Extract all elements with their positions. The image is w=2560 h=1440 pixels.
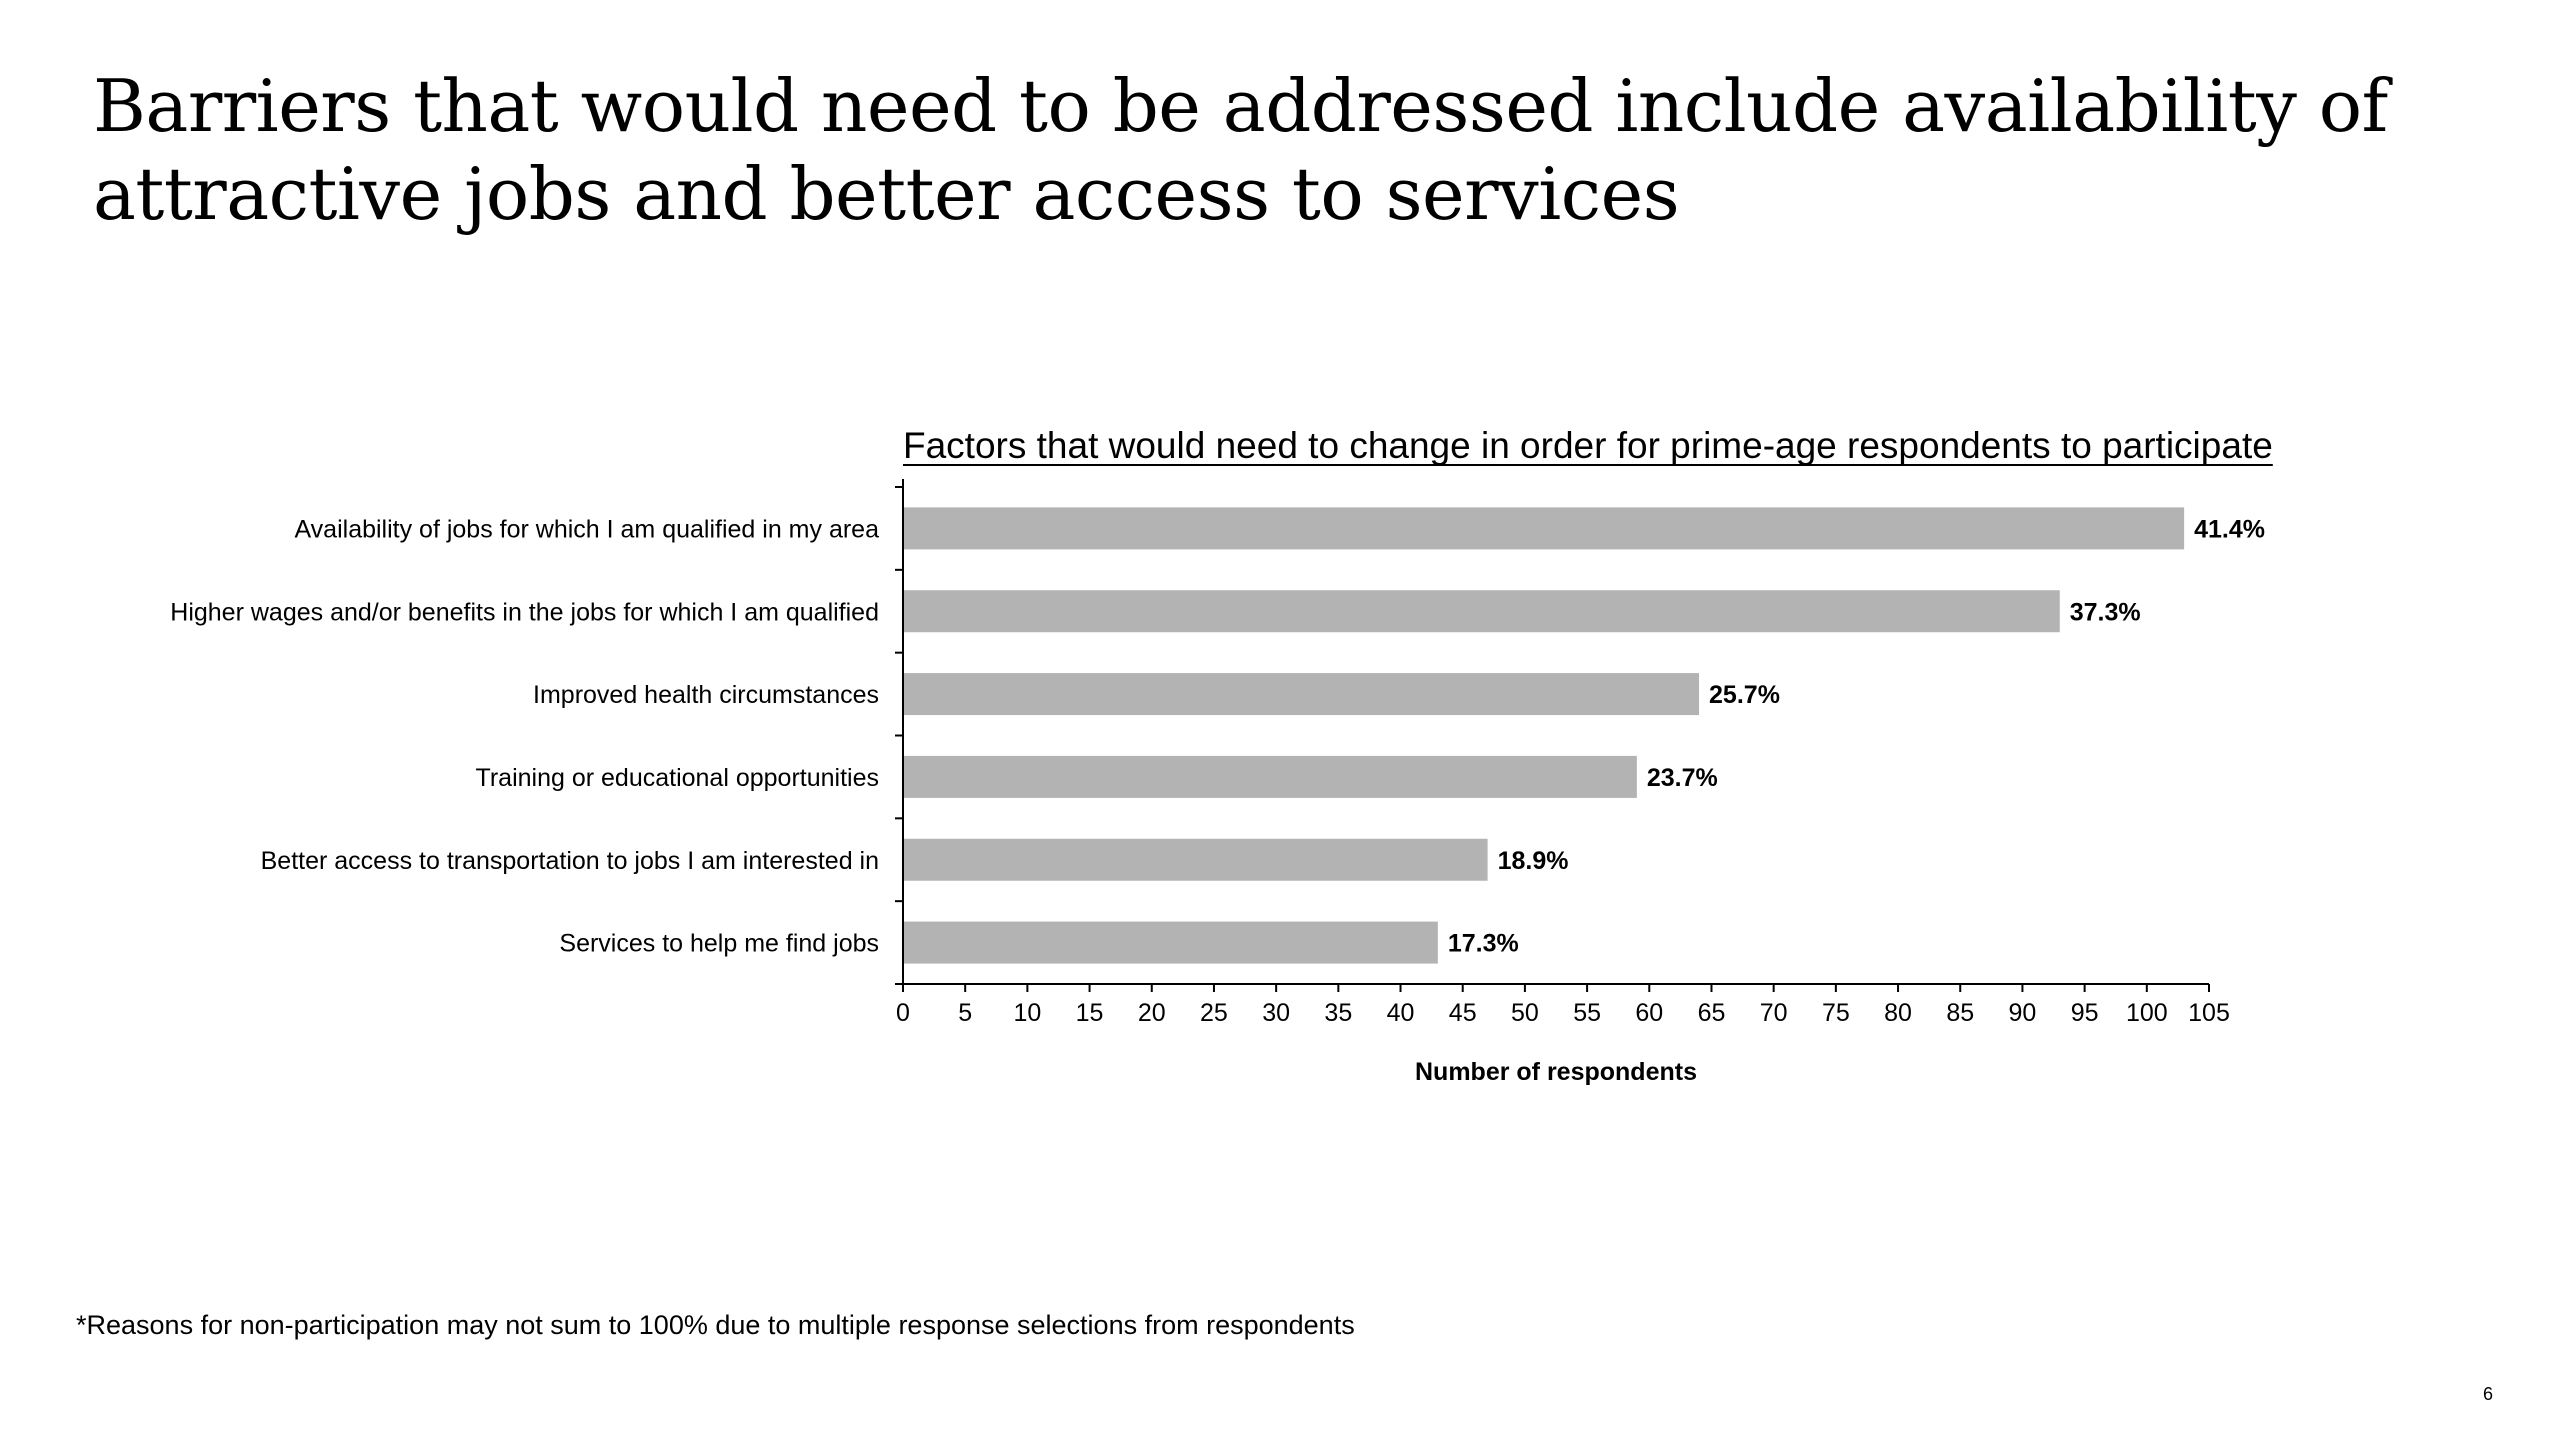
data-label: 41.4% [2194, 515, 2265, 543]
x-axis-title: Number of respondents [1415, 1058, 1697, 1086]
bar [903, 755, 1637, 798]
bar [903, 838, 1488, 881]
bars-layer: Availability of jobs for which I am qual… [170, 507, 2265, 964]
x-tick-label: 25 [1200, 999, 1228, 1027]
x-tick-label: 45 [1449, 999, 1477, 1027]
footnote: *Reasons for non-participation may not s… [76, 1310, 1355, 1340]
x-tick-label: 105 [2188, 999, 2230, 1027]
x-tick-label: 20 [1138, 999, 1166, 1027]
category-label: Higher wages and/or benefits in the jobs… [170, 598, 879, 626]
x-tick-label: 15 [1076, 999, 1104, 1027]
x-tick-label: 10 [1013, 999, 1041, 1027]
x-tick-label: 80 [1884, 999, 1912, 1027]
bar [903, 590, 2060, 633]
data-label: 25.7% [1709, 681, 1780, 709]
data-label: 18.9% [1498, 847, 1569, 875]
chart-title: Factors that would need to change in ord… [903, 425, 2273, 466]
data-label: 37.3% [2070, 598, 2141, 626]
category-label: Improved health circumstances [533, 681, 879, 709]
bar [903, 507, 2185, 550]
category-label: Training or educational opportunities [476, 764, 880, 792]
x-tick-label: 95 [2071, 999, 2099, 1027]
axes: 0 5 10 15 20 25 30 35 40 45 50 55 60 65 70 75 80 85 90 95 10… [895, 479, 2230, 1027]
x-tick-label: 55 [1573, 999, 1601, 1027]
bar-chart: Factors that would need to change in ord… [170, 425, 2273, 1086]
data-label: 17.3% [1448, 930, 1519, 958]
slide-title: Barriers that would need to be addressed… [93, 64, 2388, 236]
x-tick-label: 70 [1760, 999, 1788, 1027]
x-tick-label: 0 [896, 999, 910, 1027]
category-label: Availability of jobs for which I am qual… [294, 515, 879, 543]
category-label: Better access to transportation to jobs … [261, 847, 879, 875]
category-label: Services to help me find jobs [559, 930, 879, 958]
x-tick-label: 75 [1822, 999, 1850, 1027]
x-tick-label: 35 [1324, 999, 1352, 1027]
bar [903, 673, 1700, 716]
x-tick-label: 50 [1511, 999, 1539, 1027]
data-label: 23.7% [1647, 764, 1718, 792]
x-tick-label: 90 [2009, 999, 2037, 1027]
x-tick-label: 40 [1387, 999, 1415, 1027]
x-tick-label: 100 [2126, 999, 2168, 1027]
x-tick-label: 65 [1698, 999, 1726, 1027]
x-tick-label: 60 [1635, 999, 1663, 1027]
bar [903, 921, 1438, 964]
page-number: 6 [2482, 1384, 2493, 1404]
x-tick-label: 30 [1262, 999, 1290, 1027]
x-tick-label: 5 [958, 999, 972, 1027]
x-tick-label: 85 [1946, 999, 1974, 1027]
